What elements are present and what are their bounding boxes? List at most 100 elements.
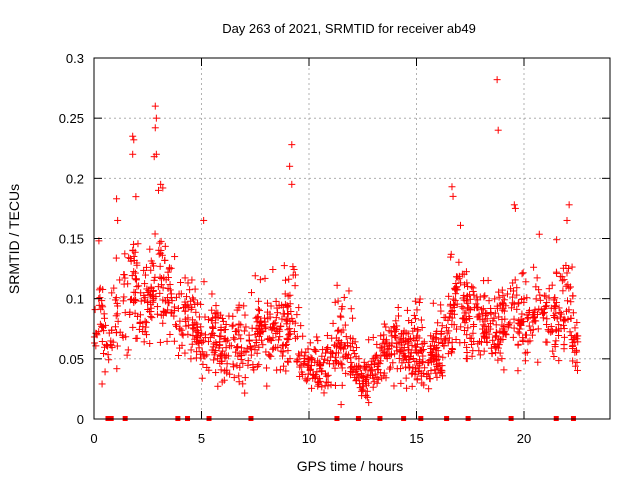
- y-axis-label: SRMTID / TECUs: [6, 184, 22, 294]
- data-point: [439, 353, 447, 361]
- data-point: [254, 305, 262, 313]
- data-point: [217, 333, 225, 341]
- data-point: [141, 271, 149, 279]
- data-point: [443, 324, 451, 332]
- data-point: [151, 124, 159, 132]
- data-point: [571, 324, 579, 332]
- data-point: [407, 349, 415, 357]
- data-point: [105, 356, 113, 364]
- data-point: [321, 382, 329, 390]
- data-point: [259, 341, 267, 349]
- data-point: [239, 380, 247, 388]
- data-point: [567, 314, 575, 322]
- data-point: [345, 351, 353, 359]
- data-point: [468, 283, 476, 291]
- data-point: [388, 332, 396, 340]
- data-point: [141, 296, 149, 304]
- data-point: [146, 245, 154, 253]
- data-point: [529, 326, 537, 334]
- data-point: [419, 358, 427, 366]
- data-point: [130, 252, 138, 260]
- data-point: [515, 329, 523, 337]
- data-point: [237, 321, 245, 329]
- data-point: [142, 263, 150, 271]
- data-point: [448, 349, 456, 357]
- data-point: [556, 313, 564, 321]
- data-point: [212, 302, 220, 310]
- data-point: [192, 354, 200, 362]
- data-point: [290, 328, 298, 336]
- data-point: [530, 314, 538, 322]
- data-point: [112, 254, 120, 262]
- data-point: [255, 361, 263, 369]
- data-point: [539, 309, 547, 317]
- data-point: [179, 331, 187, 339]
- data-point: [552, 302, 560, 310]
- data-point: [498, 355, 506, 363]
- data-point: [284, 347, 292, 355]
- data-point: [331, 364, 339, 372]
- data-point: [184, 279, 192, 287]
- data-point: [214, 313, 222, 321]
- data-point: [445, 334, 453, 342]
- data-point: [511, 204, 519, 212]
- data-point: [415, 299, 423, 307]
- data-point: [567, 298, 575, 306]
- x-tick-label: 15: [409, 431, 423, 446]
- data-point: [413, 376, 421, 384]
- data-point: [218, 357, 226, 365]
- data-point: [209, 314, 217, 322]
- data-point: [274, 309, 282, 317]
- data-point: [399, 334, 407, 342]
- data-point: [211, 319, 219, 327]
- data-point: [149, 291, 157, 299]
- data-point: [162, 297, 170, 305]
- data-point: [233, 362, 241, 370]
- data-point: [565, 284, 573, 292]
- data-point: [170, 303, 178, 311]
- data-point: [209, 343, 217, 351]
- data-point: [543, 315, 551, 323]
- data-point: [172, 321, 180, 329]
- data-point: [223, 369, 231, 377]
- data-point: [233, 344, 241, 352]
- data-point: [274, 343, 282, 351]
- data-point: [293, 311, 301, 319]
- data-point: [569, 292, 577, 300]
- data-point: [100, 350, 108, 358]
- data-point: [228, 322, 236, 330]
- data-point: [95, 301, 103, 309]
- data-point: [462, 309, 470, 317]
- data-point: [199, 360, 207, 368]
- data-point: [523, 348, 531, 356]
- data-point: [514, 319, 522, 327]
- data-point: [266, 352, 274, 360]
- data-point: [142, 319, 150, 327]
- data-point: [220, 376, 228, 384]
- data-point: [431, 352, 439, 360]
- data-point: [347, 371, 355, 379]
- data-point: [288, 180, 296, 188]
- data-point: [453, 325, 461, 333]
- data-point: [238, 351, 246, 359]
- data-point: [237, 335, 245, 343]
- data-point: [167, 290, 175, 298]
- data-point: [112, 294, 120, 302]
- data-point: [560, 333, 568, 341]
- data-point: [520, 317, 528, 325]
- data-point: [542, 338, 550, 346]
- data-point: [221, 334, 229, 342]
- data-point: [373, 340, 381, 348]
- data-point: [317, 361, 325, 369]
- data-point: [121, 274, 129, 282]
- data-point: [493, 76, 501, 84]
- data-point: [445, 292, 453, 300]
- data-point: [200, 278, 208, 286]
- data-point: [526, 337, 534, 345]
- data-point: [557, 310, 565, 318]
- data-point: [285, 331, 293, 339]
- data-point: [329, 350, 337, 358]
- data-point: [267, 336, 275, 344]
- data-point: [195, 344, 203, 352]
- data-point: [450, 301, 458, 309]
